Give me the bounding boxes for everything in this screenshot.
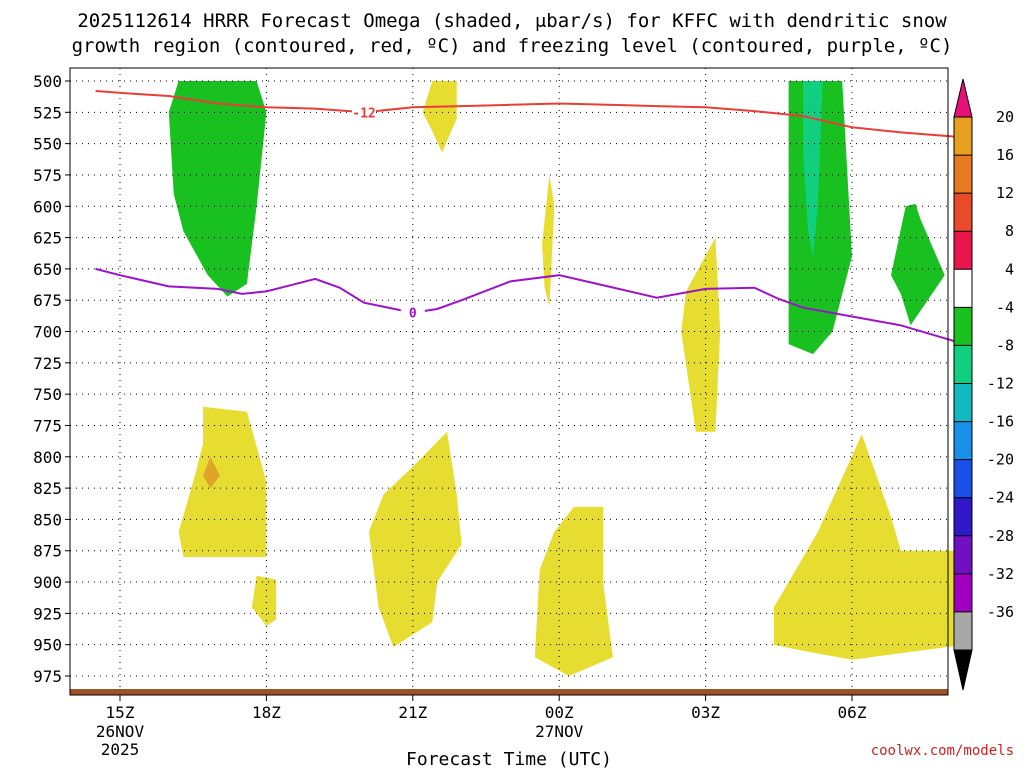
- y-tick-label-925: 925: [33, 604, 62, 623]
- omega-area-0-2: [891, 203, 945, 326]
- x-tick-date-15Z: 26NOV: [96, 722, 145, 741]
- colorbar-swatch-5: [954, 307, 972, 346]
- x-tick-date-00Z: 27NOV: [535, 722, 584, 741]
- x-tick-label-03Z: 03Z: [691, 703, 720, 722]
- colorbar-swatch-0: [954, 117, 972, 156]
- omega-area-1-0: [803, 81, 823, 257]
- colorbar-swatch-6: [954, 345, 972, 384]
- colorbar-label-3: 8: [1005, 222, 1014, 240]
- omega-area-3-0: [203, 456, 220, 489]
- contour-label-0: -12: [352, 106, 375, 121]
- colorbar-label-9: -20: [987, 451, 1014, 469]
- y-tick-label-600: 600: [33, 197, 62, 216]
- contour-label-bg-0: [352, 105, 376, 120]
- y-tick-label-625: 625: [33, 229, 62, 248]
- omega-area-2-0: [422, 81, 457, 153]
- omega-area-2-3: [178, 406, 267, 557]
- colorbar-swatch-4: [954, 269, 972, 308]
- y-tick-label-850: 850: [33, 510, 62, 529]
- colorbar-label-4: 4: [1005, 260, 1014, 278]
- omega-shading: [168, 81, 965, 676]
- colorbar-swatch-12: [954, 573, 972, 613]
- y-tick-label-675: 675: [33, 291, 62, 310]
- colorbar-label-7: -12: [987, 375, 1014, 393]
- colorbar-label-0: 20: [996, 108, 1014, 126]
- y-tick-label-875: 875: [33, 542, 62, 561]
- x-tick-label-15Z: 15Z: [106, 703, 135, 722]
- omega-area-2-7: [773, 434, 965, 660]
- colorbar-label-13: -36: [987, 603, 1014, 621]
- y-tick-label-750: 750: [33, 385, 62, 404]
- y-tick-label-525: 525: [33, 103, 62, 122]
- x-tick-year-15Z: 2025: [101, 740, 140, 759]
- chart-title-line-1: 2025112614 HRRR Forecast Omega (shaded, …: [77, 10, 947, 32]
- omega-area-2-2: [681, 237, 721, 432]
- colorbar-swatch-10: [954, 497, 972, 537]
- colorbar-swatch-1: [954, 155, 972, 194]
- y-tick-label-975: 975: [33, 667, 62, 686]
- x-axis-label: Forecast Time (UTC): [406, 749, 612, 768]
- y-tick-label-900: 900: [33, 573, 62, 592]
- y-tick-label-825: 825: [33, 479, 62, 498]
- x-tick-label-18Z: 18Z: [252, 703, 281, 722]
- y-axis-pressure: 500 525 550 575 600 625 650 675 700 725 750 775 800 8…: [33, 72, 70, 686]
- x-tick-label-00Z: 00Z: [545, 703, 574, 722]
- contour-label-bg-1: [400, 305, 425, 320]
- colorbar: 20 16 12 8 4 -4 -8 -12 -16 -20 -24 -28 -32 -36: [953, 78, 1014, 691]
- colorbar-swatch-2: [954, 193, 972, 232]
- y-tick-label-800: 800: [33, 448, 62, 467]
- y-tick-label-700: 700: [33, 323, 62, 342]
- y-tick-label-500: 500: [33, 72, 62, 91]
- omega-area-0-0: [168, 81, 267, 297]
- omega-area-2-5: [368, 431, 462, 648]
- colorbar-label-11: -28: [987, 527, 1014, 545]
- colorbar-label-8: -16: [987, 413, 1014, 431]
- contour-line-0: [95, 90, 965, 139]
- colorbar-swatch-8: [954, 421, 972, 460]
- x-tick-label-21Z: 21Z: [398, 703, 427, 722]
- chart-title-line-2: growth region (contoured, red, ºC) and f…: [72, 35, 953, 57]
- x-tick-label-06Z: 06Z: [838, 703, 867, 722]
- colorbar-label-2: 12: [996, 184, 1014, 202]
- omega-area-2-6: [534, 506, 613, 676]
- credit-link[interactable]: coolwx.com/models: [871, 743, 1014, 759]
- colorbar-label-5: -4: [996, 298, 1014, 316]
- colorbar-swatch-3: [954, 231, 972, 270]
- plot-frame: [69, 67, 949, 696]
- y-tick-label-650: 650: [33, 260, 62, 279]
- colorbar-bottom-arrow: [953, 649, 973, 691]
- colorbar-label-1: 16: [996, 146, 1014, 164]
- y-tick-label-575: 575: [33, 166, 62, 185]
- terrain-ground-bar: [70, 689, 948, 695]
- colorbar-swatch-13: [954, 611, 972, 651]
- y-tick-label-550: 550: [33, 135, 62, 154]
- y-tick-label-725: 725: [33, 354, 62, 373]
- colorbar-label-12: -32: [987, 565, 1014, 583]
- colorbar-label-6: -8: [996, 336, 1014, 354]
- colorbar-swatch-9: [954, 459, 972, 499]
- grid-lines: [70, 68, 948, 695]
- temperature-contours: -12 0: [95, 90, 965, 346]
- omega-area-2-4: [251, 575, 277, 626]
- contour-line-1: [95, 267, 965, 346]
- y-tick-label-775: 775: [33, 416, 62, 435]
- colorbar-swatch-7: [954, 383, 972, 422]
- colorbar-top-arrow: [953, 78, 973, 118]
- colorbar-label-10: -24: [987, 489, 1014, 507]
- contour-label-1: 0: [409, 307, 417, 322]
- colorbar-swatch-11: [954, 535, 972, 575]
- y-tick-label-950: 950: [33, 636, 62, 655]
- omega-area-2-1: [542, 174, 555, 307]
